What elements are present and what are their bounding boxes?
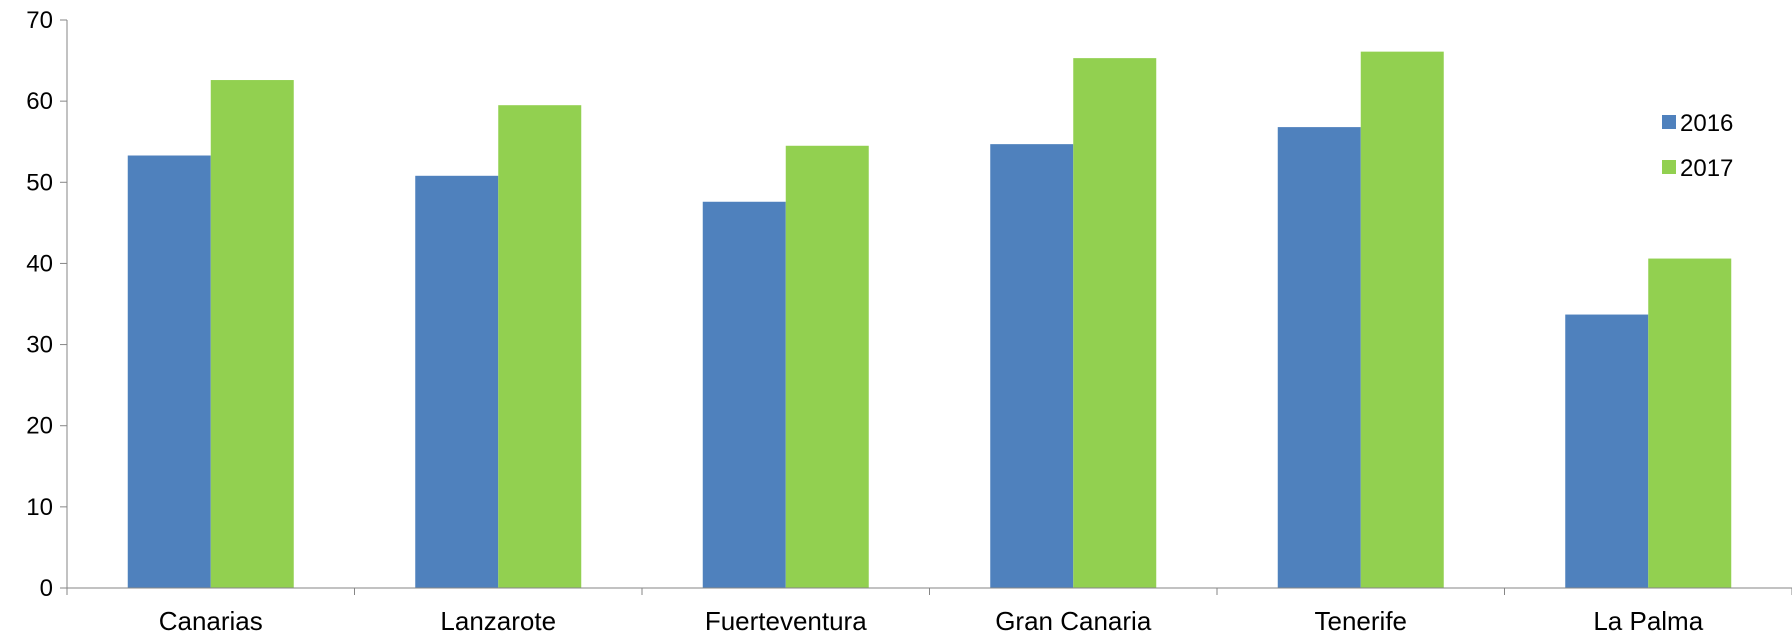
y-tick-label: 10: [26, 494, 53, 521]
bar-2016-la-palma: [1565, 314, 1649, 588]
x-tick-label: Lanzarote: [440, 606, 556, 633]
x-tick-label: Tenerife: [1315, 606, 1408, 633]
bar-2017-fuerteventura: [785, 145, 869, 588]
x-tick-label: Fuerteventura: [705, 606, 867, 633]
bar-2016-gran-canaria: [990, 144, 1074, 589]
bar-2017-gran-canaria: [1073, 58, 1157, 588]
y-tick-label: 40: [26, 250, 53, 277]
legend: 2016 2017: [1662, 110, 1733, 182]
legend-swatch-2016: [1662, 115, 1676, 129]
bar-2016-tenerife: [1277, 127, 1361, 588]
bar-2017-tenerife: [1360, 51, 1444, 589]
bar-2017-lanzarote: [498, 105, 582, 588]
y-tick-label: 30: [26, 332, 53, 359]
y-tick-label: 70: [26, 7, 53, 34]
bar-2016-canarias: [127, 155, 211, 588]
bar-2017-canarias: [210, 80, 294, 588]
x-tick-label: Canarias: [159, 606, 263, 633]
bar-2016-fuerteventura: [702, 201, 786, 588]
legend-swatch-2017: [1662, 160, 1676, 174]
x-tick-label: Gran Canaria: [995, 606, 1152, 633]
y-tick-label: 50: [26, 169, 53, 196]
bars-group: [127, 51, 1732, 589]
y-tick-label: 20: [26, 413, 53, 440]
x-tick-label: La Palma: [1593, 606, 1703, 633]
axes-group: 0 10 20 30 40 50 60 70 Canarias Lanzarote Fuerteve…: [26, 7, 1792, 633]
legend-label-2016: 2016: [1680, 110, 1733, 137]
y-tick-label: 60: [26, 88, 53, 115]
bar-2017-la-palma: [1648, 258, 1732, 588]
legend-label-2017: 2017: [1680, 155, 1733, 182]
bar-2016-lanzarote: [415, 175, 499, 588]
y-tick-label: 0: [40, 575, 53, 602]
